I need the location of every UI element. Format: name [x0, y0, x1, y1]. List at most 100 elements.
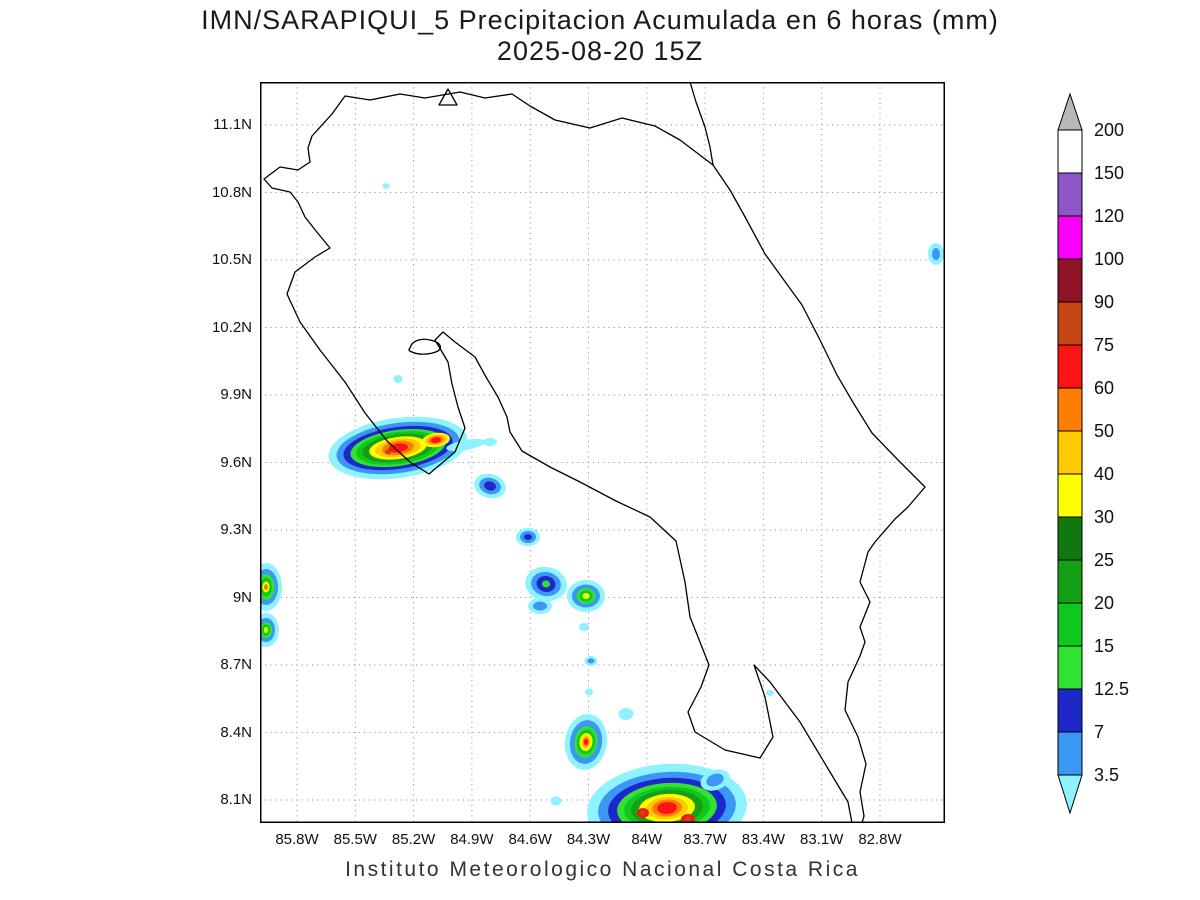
precip-cell — [260, 613, 279, 647]
precip-cell — [516, 528, 540, 546]
precip-cell — [422, 432, 450, 448]
precip-cell — [483, 438, 497, 446]
colorbar-label: 3.5 — [1094, 765, 1119, 785]
precip-contour-30 — [582, 593, 590, 599]
colorbar-label: 15 — [1094, 636, 1114, 656]
lon-tick-label: 84.6W — [508, 831, 552, 848]
precip-cell — [766, 690, 774, 696]
map-triangle-marker — [438, 88, 458, 106]
tempisque-wetland-outline — [408, 338, 441, 355]
precip-contour-50 — [264, 584, 268, 590]
colorbar-label: 200 — [1094, 120, 1124, 140]
footer-caption: Instituto Meteorologico Nacional Costa R… — [345, 858, 860, 881]
colorbar-label: 30 — [1094, 507, 1114, 527]
colorbar-segment — [1057, 258, 1083, 303]
precip-cell — [525, 566, 567, 602]
precip-contour-trace — [766, 690, 774, 696]
lon-tick-label: 84.3W — [566, 831, 611, 848]
precip-cell — [474, 473, 506, 499]
precip-contour-60 — [388, 443, 408, 453]
precip-cell — [567, 580, 605, 612]
precip-cell — [587, 763, 747, 823]
precip-contour-7 — [484, 481, 496, 491]
colorbar-under-arrow — [1057, 774, 1083, 815]
lat-tick-label: 8.1N — [220, 791, 252, 808]
lon-tick-label: 83.4W — [741, 831, 786, 848]
precip-contour-30 — [264, 627, 268, 633]
lat-tick-label: 10.2N — [211, 318, 252, 336]
lat-tick-label: 8.4N — [220, 723, 252, 741]
colorbar-label: 12.5 — [1094, 679, 1129, 699]
colorbar-label: 20 — [1094, 593, 1114, 613]
lat-tick-label: 8.7N — [220, 656, 252, 673]
lat-tick-label: 10.8N — [211, 183, 252, 201]
colorbar-over-arrow — [1057, 92, 1083, 131]
lon-tick-label: 83.7W — [683, 831, 727, 848]
precip-contour-3.5 — [533, 601, 547, 611]
colorbar-label: 90 — [1094, 292, 1114, 312]
nicaragua-caribbean-coastline — [689, 82, 714, 166]
precip-cells-group — [260, 183, 944, 823]
colorbar-segment — [1057, 645, 1083, 690]
colorbar-segment — [1057, 602, 1083, 647]
colorbar-label: 120 — [1094, 206, 1124, 226]
precip-cell — [637, 808, 649, 818]
colorbar-label: 25 — [1094, 550, 1114, 570]
colorbar-segment — [1057, 129, 1083, 174]
colorbar-legend: 200 150 120 100 90 75 60 50 40 30 25 20 15 12.5 7 3.5 — [1057, 92, 1129, 815]
colorbar-label: 40 — [1094, 464, 1114, 484]
plot-frame — [260, 82, 945, 823]
lat-tick-label: 11.1N — [213, 116, 252, 133]
precip-cell — [585, 688, 593, 696]
lon-tick-label: 85.8W — [275, 831, 319, 848]
precip-cell — [382, 183, 390, 189]
precip-contour-60 — [583, 739, 589, 745]
lon-tick-label: 85.2W — [391, 831, 436, 848]
precip-cell — [550, 796, 562, 806]
lat-tick-label: 10.5N — [211, 251, 252, 268]
precip-contour-trace — [618, 708, 634, 720]
costa-rica-coastline — [263, 91, 926, 823]
precip-contour-3.5 — [706, 773, 724, 787]
colorbar-segment — [1057, 731, 1083, 776]
lon-tick-label: 84W — [631, 831, 663, 848]
precip-contour-trace — [585, 688, 593, 696]
colorbar-segment — [1057, 172, 1083, 217]
precip-cell — [528, 598, 552, 614]
precip-cell — [681, 814, 695, 823]
chart-subtitle-datetime: 2025-08-20 15Z — [496, 36, 704, 66]
precip-cell — [928, 243, 944, 265]
precip-contour-75 — [640, 810, 646, 816]
precip-cell — [579, 623, 589, 631]
colorbar-segment — [1057, 516, 1083, 561]
lon-tick-label: 85.5W — [333, 831, 377, 848]
lon-tick-label: 83.1W — [800, 831, 844, 848]
precip-contour-12.5 — [542, 580, 550, 588]
precip-cell — [700, 769, 730, 791]
lat-tick-label: 9N — [232, 588, 252, 606]
colorbar-segment — [1057, 301, 1083, 346]
precip-contour-trace — [579, 623, 589, 631]
precip-cell — [584, 656, 598, 666]
colorbar-segment — [1057, 473, 1083, 518]
map-plot-area — [260, 82, 945, 823]
precip-cell — [393, 375, 403, 383]
precip-contour-7 — [524, 534, 532, 540]
precipitation-map — [260, 82, 945, 823]
coastline-group — [263, 82, 926, 823]
colorbar-segment — [1057, 387, 1083, 432]
precip-contour-trace — [550, 796, 562, 806]
lat-tick-label: 9.9N — [220, 386, 252, 403]
colorbar-label: 150 — [1094, 163, 1124, 183]
precip-contour-trace — [382, 183, 390, 189]
colorbar-segment — [1057, 215, 1083, 260]
colorbar-segment — [1057, 688, 1083, 733]
precip-cell — [260, 563, 282, 611]
precip-contour-3.5 — [932, 248, 940, 260]
precip-contour-75 — [385, 449, 391, 455]
lon-tick-label: 82.8W — [858, 831, 902, 848]
colorbar-label: 50 — [1094, 421, 1114, 441]
precip-cell — [564, 714, 608, 770]
colorbar-segment — [1057, 559, 1083, 604]
colorbar-segment — [1057, 344, 1083, 389]
